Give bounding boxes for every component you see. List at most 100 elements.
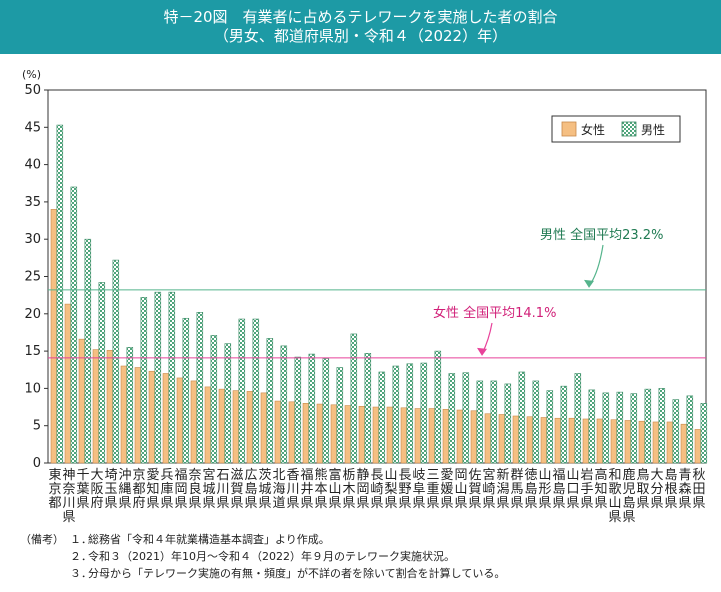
bar-female [358,406,366,464]
category-label-char: 知 [594,481,607,497]
bar-female [470,410,478,464]
y-tick-label: 30 [24,232,41,247]
y-tick-label: 15 [24,344,41,359]
footnote-lead: （備考） [20,533,64,546]
bar-female [498,414,506,464]
category-label-char: 崎 [370,482,383,497]
bar-female [414,408,422,464]
bars [50,124,708,464]
bar-female [582,418,590,464]
category-label-char: 縄 [118,482,131,497]
category-label-char: 県 [356,496,369,511]
bar-male [602,392,610,464]
category-labels: 東京都神奈川県千葉県大阪府埼玉県沖縄県京都府愛知県兵庫県福岡県奈良県宮城県石川県… [48,467,705,525]
bar-female [190,380,198,464]
category-label-char: 府 [90,496,103,511]
category-label-char: 県 [650,496,663,511]
category-label-char: 県 [104,496,117,511]
bar-male [616,391,624,464]
bar-female [666,421,674,464]
bar-male [210,335,218,464]
bar-female [246,391,254,464]
category-label-char: 奈 [188,468,201,483]
category-label-char: 府 [132,496,145,511]
category-label-char: 梨 [384,482,397,497]
category-label-char: 県 [524,496,537,511]
bar-male [294,356,302,464]
category-label-char: 岩 [580,468,593,483]
category-label-char: 県 [202,496,215,511]
bar-female [204,386,212,464]
category-label-char: 青 [678,468,691,483]
bar-male [588,389,596,464]
category-label-char: 県 [496,496,509,511]
category-label-char: 玉 [104,482,117,497]
bar-male [126,347,134,464]
bar-male [658,388,666,464]
category-label-char: 京 [132,468,145,483]
category-label-char: 県 [566,496,579,511]
category-label-char: 良 [188,481,201,497]
category-label-char: 県 [76,496,89,511]
bar-male [630,393,638,464]
category-label-char: 山 [328,482,341,497]
bar-male [196,312,204,464]
category-label-char: 山 [384,468,397,483]
bar-male [686,395,694,464]
y-tick-label: 35 [24,195,41,210]
bar-female [484,413,492,464]
category-label-char: 長 [398,468,411,483]
category-label-char: 愛 [440,468,453,483]
category-label-char: 山 [566,468,579,483]
category-label-char: 県 [216,496,229,511]
category-label-char: 潟 [496,482,509,497]
category-label-char: 県 [678,496,691,511]
category-label-char: 川 [62,496,75,511]
bar-male [672,399,680,464]
category-label-char: 田 [692,482,705,497]
category-label-char: 長 [370,468,383,483]
bar-female [64,303,72,464]
category-label-char: 岐 [412,468,425,483]
category-label-char: 知 [146,481,159,497]
category-label-char: 県 [230,496,243,511]
category-label-char: 県 [118,496,131,511]
category-label-char: 大 [650,468,663,483]
category-label-char: 阪 [90,482,103,497]
category-label-char: 城 [202,482,215,497]
category-label-char: 県 [580,496,593,511]
category-label-char: 井 [300,482,313,497]
bar-male [182,317,190,464]
category-label-char: 県 [468,496,481,511]
footnote-row: （備考） １． 総務省「令和４年就業構造基本調査」より作成。 [20,531,505,548]
category-label-char: 徳 [524,468,537,483]
category-label-char: 北 [272,468,285,483]
category-label-char: 鳥 [636,468,649,483]
category-label-char: 県 [440,496,453,511]
bar-female [554,417,562,464]
footnote-row: ２． 令和３（2021）年10月～令和４（2022）年９月のテレワーク実施状況。 [20,548,505,565]
footnotes: （備考） １． 総務省「令和４年就業構造基本調査」より作成。 ２． 令和３（20… [20,531,505,582]
category-label-char: 県 [384,496,397,511]
category-label-char: 栃 [342,468,355,483]
category-label-char: 宮 [202,467,215,483]
legend-swatch-male [621,121,637,137]
y-tick-label: 5 [33,419,41,434]
category-label-char: 千 [76,468,89,483]
category-label-char: 沖 [118,468,131,483]
bar-female [162,373,170,464]
bar-female [330,404,338,464]
category-label-char: 児 [622,482,635,497]
bar-male [574,373,582,464]
category-label-char: 山 [454,482,467,497]
female-average-arrowhead [477,347,487,356]
bar-male [266,338,274,464]
bar-male [518,371,526,464]
bar-male [112,259,120,464]
bar-male [490,380,498,464]
category-label-char: 県 [62,510,75,525]
category-label-char: 賀 [468,482,481,497]
category-label-char: 京 [48,482,61,497]
legend-swatch-female [561,121,577,137]
category-label-char: 大 [90,468,103,483]
